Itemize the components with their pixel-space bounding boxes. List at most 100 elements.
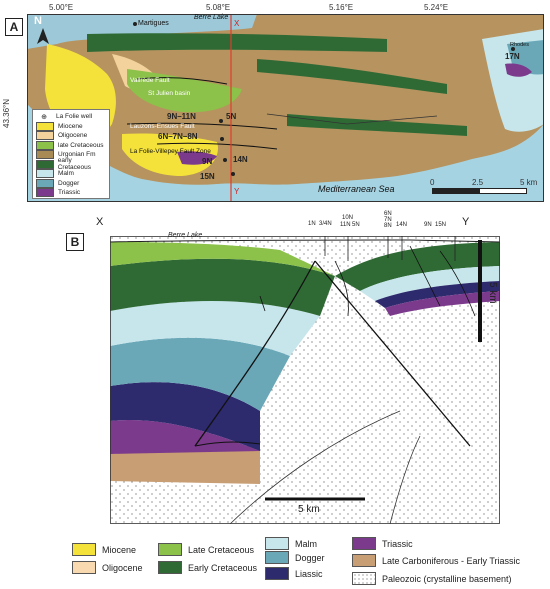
la-folie-fault-label: La Folie-Villepey Fault Zone — [130, 148, 211, 155]
rhodes-label: Rhodes — [510, 42, 529, 48]
legend-label: Late Carboniferous - Early Triassic — [382, 555, 521, 566]
legend-label: Triassic — [382, 538, 413, 549]
panel-b-label: B — [66, 233, 84, 251]
surface-line — [110, 239, 500, 243]
bottom-legend-item: Late Carboniferous - Early Triassic — [352, 554, 520, 567]
detachment-fault — [194, 441, 261, 447]
well-label-9n: 9N — [202, 157, 213, 166]
legend-swatch — [72, 561, 96, 574]
bottom-legend-item: Dogger — [265, 551, 325, 564]
map-legend-item: Urgonian Fm — [36, 150, 106, 160]
scale-0: 0 — [430, 178, 435, 187]
well-label-14n: 14N — [233, 155, 248, 164]
lat-tick: 43.36°N — [2, 99, 11, 128]
lafolie-fault-line — [156, 142, 278, 150]
legend-label: Oligocene — [102, 562, 143, 573]
right-triassic — [385, 291, 500, 316]
legend-swatch — [72, 543, 96, 556]
well-8n: 8N — [384, 223, 392, 229]
legend-swatch — [265, 567, 289, 580]
legend-swatch — [36, 131, 54, 141]
well-marker — [231, 172, 235, 176]
minor-fault — [439, 250, 476, 317]
well-label-9n11n: 9N–11N — [167, 112, 196, 121]
legend-swatch — [158, 561, 182, 574]
cross-section — [110, 236, 500, 524]
well-11n: 11N — [340, 222, 351, 228]
legend-swatch — [265, 537, 289, 550]
well-marker — [220, 137, 224, 141]
legend-label: Miocene — [102, 544, 137, 555]
berre-lake-label: Berre Lake — [194, 14, 229, 21]
legend-swatch — [36, 169, 54, 179]
martigues-marker — [133, 22, 137, 26]
map-scale-bar — [432, 188, 527, 194]
lon-tick-3: 5.16°E — [329, 3, 354, 12]
liassic-layer — [110, 382, 260, 451]
panel-a-label: A — [5, 18, 23, 36]
lauzons-label: Lauzons-Ensues Fault — [130, 123, 195, 130]
well-label-15n: 15N — [200, 172, 215, 181]
st-julien-label: St Julien basin — [148, 90, 191, 97]
legend-label: late Cretaceous — [58, 141, 104, 149]
section-v-scale-label: 5 km — [487, 282, 498, 304]
legend-swatch — [36, 188, 54, 198]
section-y-label: Y — [234, 187, 240, 196]
map-legend-item: Miocene — [36, 121, 106, 132]
legend-well: ⊕ La Folie well — [36, 112, 106, 122]
well-label-5n: 5N — [226, 112, 237, 121]
bottom-legend-item: Oligocene — [72, 561, 143, 574]
right-malm — [360, 266, 500, 301]
legend-label: Paleozoic (crystalline basement) — [382, 573, 512, 584]
well-9n: 9N — [424, 222, 432, 228]
early-cretaceous-band-1 — [87, 33, 387, 52]
legend-swatch — [352, 572, 376, 585]
triassic-layer — [110, 420, 260, 454]
well-1n: 1N — [308, 221, 316, 227]
legend-swatch — [265, 551, 289, 564]
north-arrow-icon — [37, 28, 49, 44]
legend-label: Malm — [295, 538, 317, 549]
normal-fault — [314, 260, 471, 447]
legend-label: Late Cretaceous — [188, 544, 255, 555]
well-15n: 15N — [435, 222, 447, 228]
legend-label: Dogger — [295, 552, 325, 563]
triassic-east — [505, 63, 532, 77]
miocene-south — [122, 133, 218, 176]
right-early-cretaceous — [335, 242, 500, 291]
map-frame — [27, 14, 544, 202]
map-legend-item: early Cretaceous — [36, 157, 106, 171]
legend-label: Dogger — [58, 179, 80, 187]
minor-fault — [334, 260, 349, 317]
berre-lake-area — [27, 14, 257, 49]
carboniferous-layer — [110, 446, 260, 484]
section-end-y: Y — [462, 216, 470, 228]
well-symbol-icon: ⊕ — [41, 113, 47, 121]
section-v-scale-bar — [478, 240, 482, 342]
scale-2-5: 2.5 — [472, 178, 484, 187]
legend-swatch — [36, 159, 54, 169]
early-cretaceous-band-3 — [287, 114, 467, 136]
section-x-label: X — [234, 19, 240, 28]
bottom-legend-item: Early Cretaceous — [158, 561, 257, 574]
map-legend: ⊕ La Folie well Miocene Oligocene late Cre… — [32, 109, 110, 199]
legend-swatch — [352, 554, 376, 567]
legend-label: Liassic — [295, 568, 323, 579]
basement-fault — [229, 410, 401, 524]
legend-swatch — [36, 121, 54, 131]
bottom-legend-item: Triassic — [352, 537, 413, 550]
early-cretaceous-band-2 — [257, 59, 447, 94]
late-cretaceous-basin — [127, 69, 242, 113]
main-thrust-fault — [194, 260, 316, 447]
late-cretaceous-layer — [110, 242, 335, 276]
north-label: N — [34, 15, 42, 27]
martigues-label: Martigues — [138, 20, 169, 27]
bottom-legend-item: Paleozoic (crystalline basement) — [352, 572, 512, 585]
well-10n: 10N — [342, 215, 354, 221]
well-label-6n: 6N–7N–8N — [158, 132, 198, 141]
well-marker — [223, 158, 227, 162]
legend-label: Miocene — [58, 122, 83, 130]
well-6n: 6N — [384, 211, 392, 217]
early-cretaceous-layer — [110, 258, 335, 316]
map-legend-item: late Cretaceous — [36, 140, 106, 151]
